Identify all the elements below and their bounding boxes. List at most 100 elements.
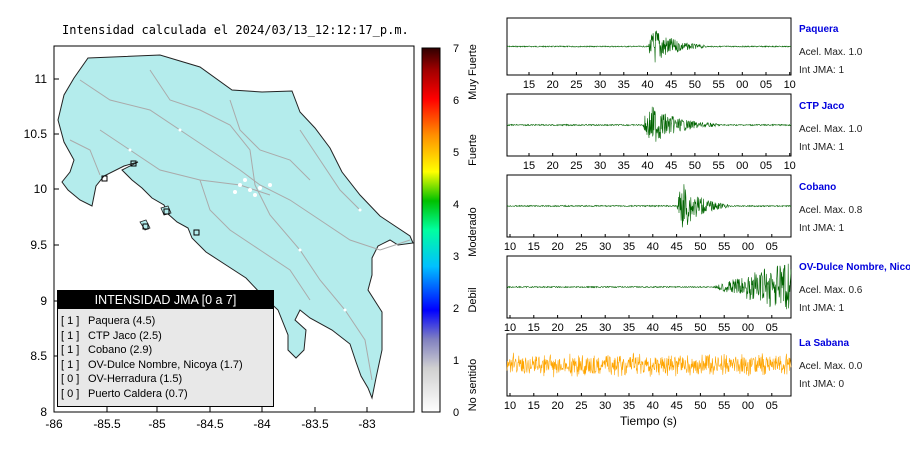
trace-tick-label: 55 [712,160,724,172]
trace-tick-label: 35 [618,79,630,91]
trace-max-acc: Acel. Max. 1.0 [799,124,863,135]
trace-tick-label: 30 [599,400,611,412]
lon-tick-label: -84 [253,417,271,431]
colorbar [421,47,441,413]
trace-tick-label: 40 [641,79,653,91]
trace-tick-label: 45 [665,160,677,172]
city-dots [128,128,362,312]
legend-item-bracket: [ 0 ] [61,373,80,386]
colorbar-category-label: No sentido [467,359,479,412]
legend-item-bracket: [ 0 ] [61,387,80,400]
trace-station-name: Paquera [799,24,839,35]
trace-tick-label: 40 [641,160,653,172]
trace-tick-label: 00 [742,400,754,412]
trace-tick-label: 20 [551,241,563,253]
trace-tick-label: 55 [718,322,730,334]
trace-tick-label: 10 [504,400,516,412]
trace-tick-label: 35 [623,322,635,334]
trace-tick-label: 40 [647,241,659,253]
trace-tick-label: 10 [784,79,796,91]
colorbar-tick-label: 0 [453,407,459,419]
station-markers [101,160,200,236]
trace-tick-label: 50 [689,160,701,172]
trace-tick-label: 20 [547,160,559,172]
x-axis-label: Tiempo (s) [620,414,677,428]
colorbar-category-label: Moderado [467,207,479,257]
trace-station-name: Cobano [799,182,837,193]
lon-tick-label: -84.5 [196,417,224,431]
trace-tick-label: 45 [665,79,677,91]
roads [69,69,411,381]
trace-tick-label: 00 [736,160,748,172]
trace-station-name: CTP Jaco [799,101,845,112]
legend-title: INTENSIDAD JMA [0 a 7] [58,291,273,309]
trace-int-jma: Int JMA: 1 [799,223,845,234]
colorbar-tick-label: 2 [453,303,459,315]
trace-tick-label: 10 [504,241,516,253]
lat-tick-label: 10 [34,182,48,196]
lon-tick-label: -83 [358,417,376,431]
trace-tick-label: 30 [594,160,606,172]
trace-tick-label: 25 [575,241,587,253]
trace-tick-label: 35 [618,160,630,172]
trace-waveform [506,352,792,378]
trace-tick-label: 15 [528,322,540,334]
trace-tick-label: 15 [523,79,535,91]
colorbar-tick-label: 6 [453,95,459,107]
trace-tick-label: 25 [575,400,587,412]
colorbar-tick-label: 4 [453,199,459,211]
trace-tick-label: 45 [670,400,682,412]
legend-item: [ 1 ] Paquera (4.5) [61,314,273,329]
colorbar-category-label: Fuerte [467,134,479,166]
trace-max-acc: Acel. Max. 1.0 [799,47,863,58]
colorbar-tick-label: 3 [453,251,459,263]
lat-tick-label: 10.5 [24,127,48,141]
trace-max-acc: Acel. Max. 0.8 [799,205,863,216]
trace-tick-label: 30 [594,79,606,91]
legend-item-bracket: [ 1 ] [61,329,80,342]
trace-tick-label: 50 [694,400,706,412]
lat-tick-label: 8.5 [30,349,47,363]
lat-tick-label: 8 [40,405,47,419]
trace-tick-label: 40 [647,400,659,412]
trace-tick-label: 50 [689,79,701,91]
colorbar-tick-label: 7 [453,43,459,55]
lon-tick-label: -83.5 [301,417,329,431]
trace-tick-label: 50 [694,322,706,334]
legend-item-text: Cobano (2.9) [88,344,153,357]
trace-tick-label: 55 [718,241,730,253]
trace-tick-label: 05 [760,79,772,91]
trace-tick-label: 35 [623,400,635,412]
colorbar-tick-label: 5 [453,147,459,159]
legend-item-text: OV-Dulce Nombre, Nicoya (1.7) [88,358,243,371]
trace-tick-label: 20 [551,322,563,334]
trace-tick-label: 05 [760,160,772,172]
legend-item-bracket: [ 1 ] [61,358,80,371]
trace-int-jma: Int JMA: 0 [799,379,845,390]
legend-item: [ 1 ] OV-Dulce Nombre, Nicoya (1.7) [61,358,273,373]
trace-int-jma: Int JMA: 1 [799,65,845,76]
legend-item-text: Puerto Caldera (0.7) [88,387,188,400]
lat-tick-label: 9 [40,294,47,308]
lon-tick-label: -86 [45,417,63,431]
intensity-legend: INTENSIDAD JMA [0 a 7] [ 1 ] Paquera (4.5… [57,290,274,407]
trace-tick-label: 25 [570,160,582,172]
trace-tick-label: 00 [736,79,748,91]
trace-tick-label: 10 [504,322,516,334]
costa-rica-landmass [57,54,414,400]
legend-item-text: CTP Jaco (2.5) [88,329,162,342]
legend-list: [ 1 ] Paquera (4.5)[ 1 ] CTP Jaco (2.5)[ 1… [61,314,273,402]
legend-item-bracket: [ 1 ] [61,315,80,327]
trace-tick-label: 10 [784,160,796,172]
trace-tick-label: 45 [670,322,682,334]
trace-int-jma: Int JMA: 1 [799,142,845,153]
legend-item: [ 1 ] CTP Jaco (2.5) [61,329,273,344]
trace-tick-label: 15 [528,400,540,412]
trace-tick-label: 05 [766,322,778,334]
trace-tick-label: 05 [766,241,778,253]
trace-waveform [506,184,792,228]
trace-tick-label: 20 [551,400,563,412]
legend-item: [ 0 ] Puerto Caldera (0.7) [61,387,273,402]
trace-tick-label: 50 [694,241,706,253]
legend-item: [ 0 ] OV-Herradura (1.5) [61,372,273,387]
